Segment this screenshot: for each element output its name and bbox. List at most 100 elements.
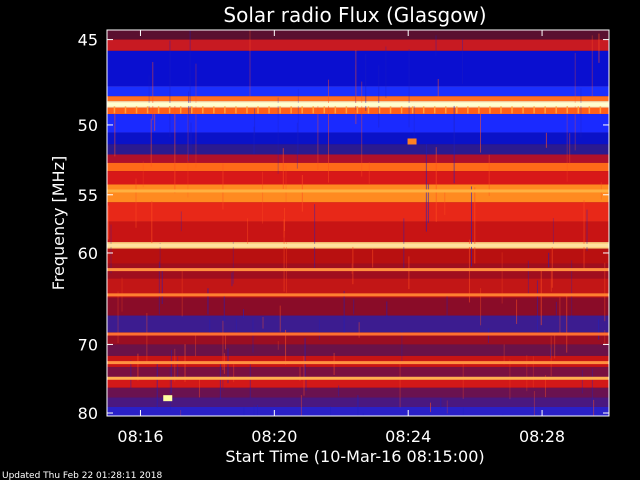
frequency-band — [107, 114, 609, 133]
frequency-band — [107, 202, 609, 222]
signal-striation — [446, 400, 448, 414]
x-axis: 08:16 08:20 08:24 08:28 — [117, 30, 565, 446]
signal-striation — [401, 330, 403, 362]
signal-striation — [161, 270, 163, 305]
signal-striation — [190, 122, 192, 153]
signal-striation — [552, 218, 554, 247]
periodic-tick — [445, 106, 447, 114]
signal-striation — [235, 318, 237, 334]
signal-striation — [532, 356, 534, 388]
signal-striation — [277, 97, 279, 174]
signal-striation — [462, 407, 464, 416]
signal-striation — [365, 53, 367, 111]
signal-striation — [362, 413, 364, 416]
signal-striation — [253, 405, 255, 416]
signal-striation — [170, 350, 172, 394]
signal-striation — [262, 316, 264, 329]
frequency-band — [107, 278, 609, 298]
periodic-tick — [599, 106, 602, 114]
frequency-band — [107, 162, 609, 172]
signal-striation — [135, 178, 137, 228]
y-tick-label: 45 — [78, 31, 98, 50]
signal-striation — [283, 219, 285, 292]
signal-striation — [154, 114, 156, 131]
periodic-tick — [489, 106, 491, 114]
frequency-band — [107, 132, 609, 145]
signal-striation — [437, 78, 439, 97]
frequency-band — [107, 344, 609, 356]
frequency-band — [107, 221, 609, 243]
periodic-tick — [577, 106, 580, 114]
periodic-tick — [191, 106, 193, 114]
emission-line — [107, 376, 609, 380]
signal-striation — [330, 406, 332, 416]
periodic-tick — [378, 106, 381, 114]
frequency-band — [107, 184, 609, 203]
periodic-tick — [202, 106, 204, 114]
signal-striation — [227, 348, 229, 384]
frequency-band — [107, 86, 609, 97]
signal-striation — [262, 171, 264, 224]
signal-striation — [503, 344, 505, 365]
periodic-tick — [224, 106, 226, 114]
periodic-tick — [135, 106, 138, 114]
signal-striation — [114, 112, 116, 157]
periodic-tick — [213, 106, 215, 114]
periodic-tick — [356, 106, 359, 114]
signal-striation — [462, 361, 464, 399]
signal-striation — [413, 105, 415, 145]
signal-striation — [474, 187, 476, 264]
signal-striation — [137, 353, 139, 381]
emission-line — [107, 332, 609, 336]
frequency-band — [107, 248, 609, 264]
periodic-tick — [279, 106, 281, 114]
y-tick-label: 70 — [78, 335, 98, 354]
signal-striation — [242, 309, 244, 319]
signal-striation — [355, 50, 357, 125]
signal-striation — [148, 75, 150, 111]
signal-striation — [231, 272, 233, 287]
signal-striation — [343, 290, 345, 336]
signal-striation — [296, 122, 298, 169]
signal-striation — [232, 241, 234, 284]
emission-line — [107, 293, 609, 297]
periodic-tick — [124, 106, 127, 114]
x-tick-label: 08:20 — [251, 427, 297, 446]
signal-striation — [169, 40, 171, 138]
signal-striation — [526, 355, 528, 392]
signal-striation — [209, 318, 211, 333]
y-axis-label: Frequency [MHz] — [49, 156, 68, 290]
emission-line — [107, 243, 609, 247]
signal-striation — [550, 268, 552, 292]
hotspot — [163, 395, 173, 402]
signal-striation — [604, 262, 606, 322]
signal-striation — [188, 91, 190, 161]
periodic-tick — [257, 106, 259, 114]
signal-striation — [314, 204, 316, 271]
signal-striation — [361, 81, 363, 177]
signal-striation — [169, 367, 171, 410]
signal-striation — [253, 126, 255, 154]
signal-striation — [536, 280, 538, 333]
signal-striation — [277, 341, 279, 350]
signal-striation — [180, 211, 182, 232]
signal-striation — [284, 207, 286, 232]
signal-striation — [198, 379, 200, 398]
signal-striation — [249, 30, 251, 97]
periodic-tick — [522, 106, 524, 114]
signal-striation — [110, 224, 112, 274]
signal-striation — [317, 103, 319, 170]
emission-line — [107, 361, 609, 365]
signal-striation — [283, 220, 285, 238]
periodic-tick — [500, 106, 502, 114]
signal-striation — [130, 360, 132, 389]
periodic-tick — [367, 106, 370, 114]
frequency-band — [107, 377, 609, 388]
signal-striation — [174, 348, 176, 382]
y-tick-label: 80 — [78, 404, 98, 423]
periodic-tick — [301, 106, 303, 114]
frequency-band — [107, 154, 609, 163]
y-tick-label: 60 — [78, 244, 98, 263]
signal-striation — [318, 319, 320, 340]
signal-striation — [352, 244, 354, 285]
